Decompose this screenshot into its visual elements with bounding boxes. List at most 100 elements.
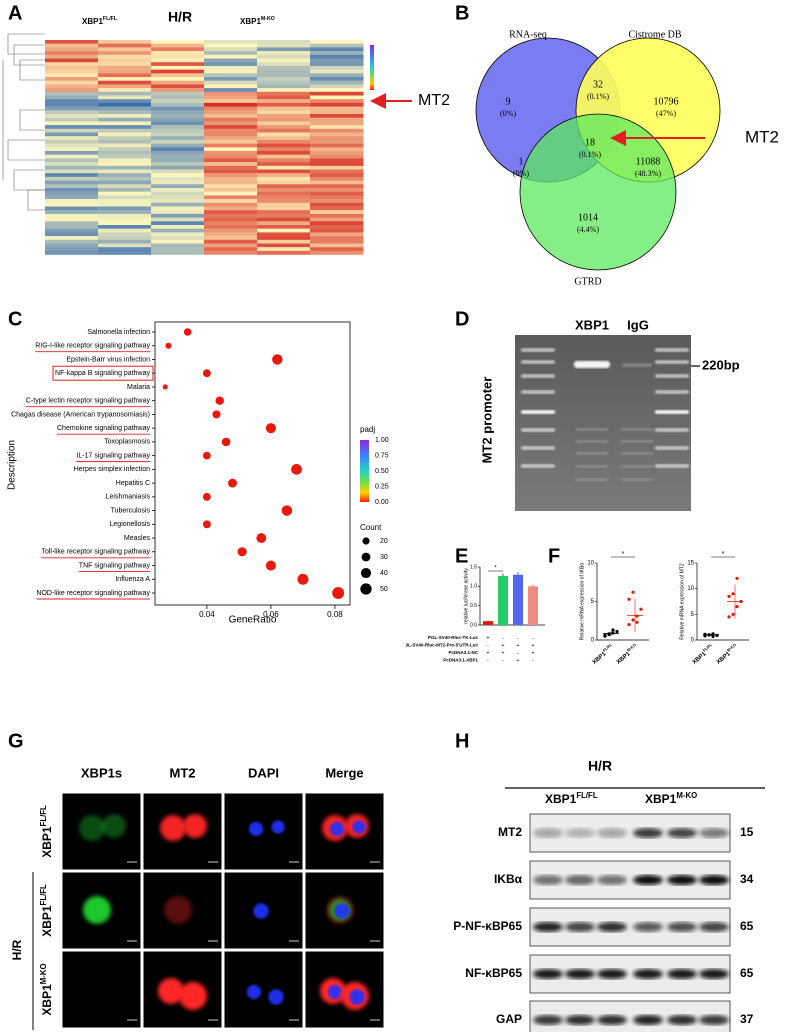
heatmap-cell bbox=[204, 210, 258, 215]
point bbox=[639, 607, 643, 611]
heatmap-cell bbox=[45, 225, 99, 229]
heatmap-cell bbox=[151, 165, 205, 170]
blot-band bbox=[633, 969, 663, 979]
heatmap-cell bbox=[310, 54, 364, 59]
heatmap-cell bbox=[45, 73, 99, 78]
legend-tick-label: 0.25 bbox=[375, 483, 389, 490]
heatmap-cell bbox=[151, 199, 205, 203]
heatmap-cell bbox=[204, 114, 258, 118]
blot-band bbox=[565, 828, 595, 838]
group-label: XBP1FL/FL bbox=[689, 641, 715, 665]
blot-band bbox=[597, 1015, 627, 1025]
heatmap-cell bbox=[204, 110, 258, 115]
heatmap-cell bbox=[257, 95, 311, 100]
label-sup: M-KO bbox=[676, 791, 697, 800]
heatmap-cell bbox=[98, 91, 152, 96]
y-tick-label: Malaria bbox=[127, 384, 150, 391]
dot bbox=[272, 354, 283, 365]
heatmap-cell bbox=[310, 228, 364, 233]
heatmap-cell bbox=[257, 213, 311, 218]
heatmap-cell bbox=[151, 58, 205, 63]
protein-label: P-NF-κBP65 bbox=[453, 919, 522, 933]
heatmap-cell bbox=[151, 73, 205, 78]
y-tick-label: 1.0 bbox=[470, 584, 477, 590]
gel-smear bbox=[576, 440, 608, 443]
design-sign: + bbox=[502, 650, 505, 656]
point bbox=[735, 605, 739, 609]
dot bbox=[202, 520, 211, 529]
gel-smear bbox=[621, 452, 653, 455]
nucleus bbox=[248, 821, 264, 837]
heatmap-cell bbox=[98, 106, 152, 111]
dot bbox=[256, 533, 267, 543]
heatmap-cell bbox=[257, 88, 311, 92]
blot-band bbox=[597, 875, 627, 885]
label-base: XBP1 bbox=[615, 650, 631, 665]
scale-label: 50μm bbox=[208, 1021, 220, 1026]
heatmap-cell bbox=[98, 84, 152, 89]
heatmap-cell bbox=[310, 106, 364, 111]
y-tick-label: IL-17 signaling pathway bbox=[76, 452, 150, 459]
blot-band bbox=[699, 922, 729, 932]
label-sup: M-KO bbox=[726, 642, 737, 652]
heatmap-cell bbox=[151, 184, 205, 189]
point bbox=[631, 590, 635, 594]
blot-band bbox=[533, 969, 563, 979]
heatmap-cell bbox=[98, 217, 152, 222]
gel-smear bbox=[576, 452, 608, 455]
heatmap-cell bbox=[310, 188, 364, 192]
label-sup: FL/FL bbox=[576, 791, 597, 800]
y-tick-label: Chagas disease (American trypanosomiasis… bbox=[11, 411, 150, 418]
heatmap-cell bbox=[204, 221, 258, 226]
panel-letter: D bbox=[455, 308, 469, 330]
heatmap-cell bbox=[98, 151, 152, 155]
heatmap-cell bbox=[257, 239, 311, 244]
y-tick-label: Influenza A bbox=[115, 576, 150, 583]
heatmap-cell bbox=[151, 88, 205, 92]
heatmap-cell bbox=[310, 136, 364, 141]
heatmap-cell bbox=[98, 58, 152, 63]
scale-label: 50μm bbox=[370, 1021, 382, 1026]
blot-title: H/R bbox=[588, 758, 612, 774]
legend-dot bbox=[360, 567, 372, 579]
group-label: XBP1M-KO bbox=[714, 642, 740, 666]
dot bbox=[212, 410, 221, 419]
design-sign: - bbox=[502, 658, 504, 664]
dot bbox=[202, 451, 211, 460]
heatmap-cell bbox=[204, 247, 258, 252]
heatmap-cell bbox=[204, 43, 258, 48]
heatmap-cell bbox=[257, 236, 311, 240]
annotation: MT2 bbox=[418, 92, 450, 109]
heatmap-cell bbox=[98, 62, 152, 67]
point bbox=[631, 618, 635, 622]
y-tick-label: Chemokine signaling pathway bbox=[57, 425, 150, 432]
heatmap-cell bbox=[151, 54, 205, 59]
kda-label: 65 bbox=[740, 919, 754, 933]
blot-band bbox=[667, 875, 697, 885]
heatmap-cell bbox=[204, 154, 258, 159]
x-tick-label: 0.04 bbox=[199, 610, 215, 619]
design-sign: - bbox=[532, 635, 534, 641]
blot-band bbox=[667, 1015, 697, 1025]
heatmap-cell bbox=[98, 188, 152, 192]
y-tick-label: 5 bbox=[691, 612, 695, 618]
heatmap-cell bbox=[98, 228, 152, 233]
heatmap-cell bbox=[204, 228, 258, 233]
heatmap-cell bbox=[98, 88, 152, 92]
kda-label: 37 bbox=[740, 1012, 754, 1026]
heatmap-cell bbox=[98, 95, 152, 100]
bar bbox=[513, 574, 523, 625]
heatmap-cell bbox=[45, 154, 99, 159]
heatmap-cell bbox=[310, 232, 364, 237]
heatmap-cell bbox=[98, 195, 152, 200]
heatmap-cell bbox=[98, 173, 152, 178]
heatmap-cell bbox=[257, 77, 311, 81]
cell bbox=[160, 815, 186, 841]
heatmap-cell bbox=[310, 40, 364, 44]
heatmap-cell bbox=[151, 77, 205, 81]
y-tick-label: Tuberculosis bbox=[111, 507, 151, 514]
heatmap-cell bbox=[98, 40, 152, 44]
heatmap-cell bbox=[45, 239, 99, 244]
heatmap-cell bbox=[45, 195, 99, 200]
heatmap-cell bbox=[257, 47, 311, 52]
